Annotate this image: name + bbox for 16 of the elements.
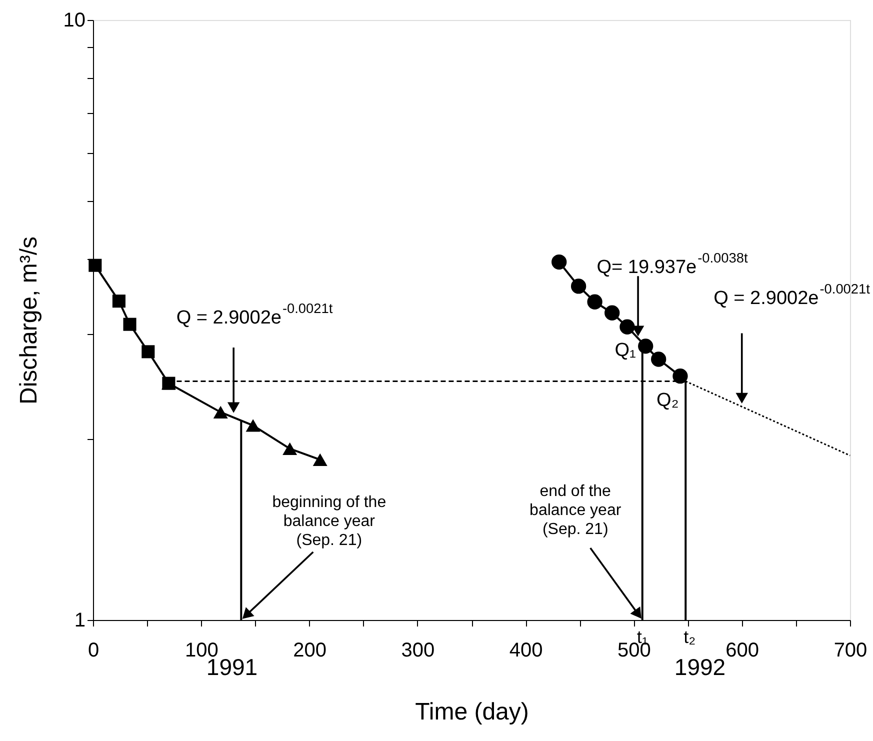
x-tick-label: 600 — [726, 640, 760, 662]
annotation: beginning of the balance year (Sep. 21) — [272, 494, 386, 550]
y-tick-label: 1 — [74, 610, 86, 632]
y-tick-label: 10 — [63, 10, 86, 32]
x-axis-title: Time (day) — [415, 698, 529, 726]
annotation: Q₁ — [614, 340, 636, 362]
y-axis-title: Discharge, m³/s — [15, 236, 42, 405]
annotation: end of the balance year (Sep. 21) — [530, 482, 622, 538]
x-tick-label: 200 — [293, 640, 326, 662]
annotation: t₂ — [684, 627, 696, 647]
x-tick-label: 400 — [509, 640, 543, 662]
annotation: Q₂ — [656, 390, 679, 412]
x-tick-label: 700 — [834, 640, 868, 662]
x-tick-label: 300 — [401, 640, 435, 662]
text: 1992 — [674, 654, 726, 680]
x-tick-label: 0 — [88, 640, 100, 662]
